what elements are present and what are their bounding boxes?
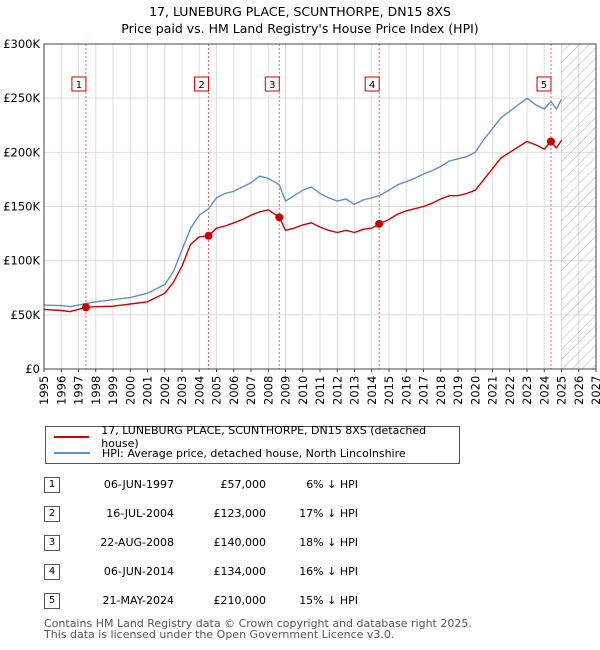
- sale-point-3: [275, 213, 284, 222]
- sale-number: 1: [44, 476, 60, 493]
- x-tick-label: 2003: [175, 376, 189, 405]
- x-tick-label: 2006: [227, 376, 241, 405]
- sale-date: 22-AUG-2008: [100, 536, 174, 549]
- sale-price: £210,000: [213, 594, 267, 607]
- x-tick-label: 2000: [123, 376, 137, 405]
- sale-marker-box-1: [71, 76, 87, 92]
- sale-row: 2 16-JUL-2004 £123,000 17% ↓ HPI: [44, 499, 358, 528]
- x-tick-label: 2023: [520, 376, 534, 405]
- sale-row: 3 22-AUG-2008 £140,000 18% ↓ HPI: [44, 528, 358, 557]
- x-tick-label: 2024: [537, 376, 551, 405]
- y-tick-label: £50K: [11, 308, 41, 322]
- legend-label-hpi: HPI: Average price, detached house, Nort…: [102, 446, 406, 460]
- x-tick-label: 2012: [330, 376, 344, 405]
- sale-marker-label-3: 3: [269, 80, 275, 91]
- chart-title: 17, LUNEBURG PLACE, SCUNTHORPE, DN15 8XS: [149, 4, 451, 19]
- property-price-line: [43, 140, 563, 313]
- sale-date: 06-JUN-1997: [103, 478, 174, 491]
- footer-licence: This data is licensed under the Open Gov…: [44, 628, 395, 641]
- sale-hpi-diff: 6% ↓ HPI: [306, 478, 358, 491]
- x-tick-label: 2002: [158, 376, 172, 405]
- sale-number: 3: [44, 534, 60, 551]
- x-tick-label: 2016: [399, 376, 413, 405]
- x-tick-label: 2018: [434, 376, 448, 405]
- x-tick-label: 1998: [89, 376, 103, 405]
- sale-price: £140,000: [213, 536, 267, 549]
- sale-marker-label-5: 5: [541, 80, 547, 91]
- y-tick-label: £0: [25, 362, 40, 376]
- sale-point-1: [81, 303, 90, 312]
- x-tick-label: 2019: [451, 376, 465, 405]
- sale-marker-box-4: [364, 76, 380, 92]
- sale-number: 4: [44, 563, 60, 580]
- x-tick-label: 1996: [54, 376, 68, 405]
- x-tick-label: 1997: [72, 376, 86, 405]
- sale-price: £123,000: [213, 507, 267, 520]
- sale-hpi-diff: 15% ↓ HPI: [299, 594, 358, 607]
- x-tick-label: 2007: [244, 376, 258, 405]
- x-tick-label: 2017: [417, 376, 431, 405]
- sale-row: 5 21-MAY-2024 £210,000 15% ↓ HPI: [44, 586, 358, 615]
- sale-date: 16-JUL-2004: [106, 507, 174, 520]
- sale-marker-label-1: 1: [76, 80, 82, 91]
- y-tick-label: £100K: [3, 254, 40, 268]
- x-tick-label: 2010: [296, 376, 310, 405]
- x-tick-label: 2026: [572, 376, 586, 405]
- sale-row: 4 06-JUN-2014 £134,000 16% ↓ HPI: [44, 557, 358, 586]
- y-tick-label: £150K: [3, 200, 40, 214]
- sale-number: 2: [44, 505, 60, 522]
- x-tick-label: 2020: [468, 376, 482, 405]
- sale-marker-label-2: 2: [198, 80, 204, 91]
- sale-marker-box-3: [264, 76, 280, 92]
- chart-subtitle: Price paid vs. HM Land Registry's House …: [121, 21, 479, 36]
- x-tick-label: 1999: [106, 376, 120, 405]
- sale-point-2: [204, 231, 213, 240]
- x-tick-label: 2027: [589, 376, 600, 405]
- sale-number: 5: [44, 592, 60, 609]
- sale-price: £57,000: [220, 478, 267, 491]
- legend-swatch-property: [54, 436, 90, 438]
- x-tick-label: 2025: [555, 376, 569, 405]
- x-tick-label: 2008: [261, 376, 275, 405]
- x-tick-label: 2011: [313, 376, 327, 405]
- x-tick-label: 2015: [382, 376, 396, 405]
- footer-copyright: Contains HM Land Registry data © Crown c…: [44, 617, 472, 630]
- price-chart: 1 2 3 4 5 £0 £50K £100K £150K £200K £250K £300K 199…: [3, 37, 600, 405]
- sale-point-4: [375, 219, 384, 228]
- y-tick-label: £250K: [3, 91, 40, 105]
- sale-row: 1 06-JUN-1997 £57,000 6% ↓ HPI: [44, 470, 358, 499]
- legend: 17, LUNEBURG PLACE, SCUNTHORPE, DN15 8XS…: [45, 424, 460, 464]
- x-tick-label: 1995: [37, 376, 51, 405]
- x-tick-label: 2014: [365, 376, 379, 405]
- x-tick-label: 2005: [210, 376, 224, 405]
- y-tick-label: £300K: [3, 37, 40, 51]
- sale-date: 21-MAY-2024: [102, 594, 174, 607]
- hpi-line: [43, 97, 563, 308]
- forecast-hatch-region: [561, 44, 596, 369]
- sale-marker-box-2: [194, 76, 210, 92]
- sale-hpi-diff: 16% ↓ HPI: [299, 565, 358, 578]
- x-tick-label: 2022: [503, 376, 517, 405]
- legend-swatch-hpi: [54, 452, 90, 454]
- y-tick-label: £200K: [3, 145, 40, 159]
- sales-table: 1 06-JUN-1997 £57,000 6% ↓ HPI 2 16-JUL-2004 £…: [44, 470, 358, 615]
- x-tick-label: 2021: [486, 376, 500, 405]
- sale-price: £134,000: [213, 565, 267, 578]
- x-tick-label: 2013: [348, 376, 362, 405]
- legend-item-hpi: HPI: Average price, detached house, Nort…: [54, 446, 406, 460]
- legend-item-property: 17, LUNEBURG PLACE, SCUNTHORPE, DN15 8XS…: [54, 424, 459, 450]
- sale-marker-label-4: 4: [369, 80, 375, 91]
- sale-marker-box-5: [536, 76, 552, 92]
- sale-hpi-diff: 17% ↓ HPI: [299, 507, 358, 520]
- x-tick-label: 2004: [192, 376, 206, 405]
- sale-hpi-diff: 18% ↓ HPI: [299, 536, 358, 549]
- legend-label-property: 17, LUNEBURG PLACE, SCUNTHORPE, DN15 8XS…: [101, 424, 427, 450]
- x-tick-label: 2001: [141, 376, 155, 405]
- x-tick-label: 2009: [279, 376, 293, 405]
- sale-point-5: [546, 137, 555, 146]
- sale-date: 06-JUN-2014: [103, 565, 174, 578]
- footer: Contains HM Land Registry data © Crown c…: [44, 618, 472, 640]
